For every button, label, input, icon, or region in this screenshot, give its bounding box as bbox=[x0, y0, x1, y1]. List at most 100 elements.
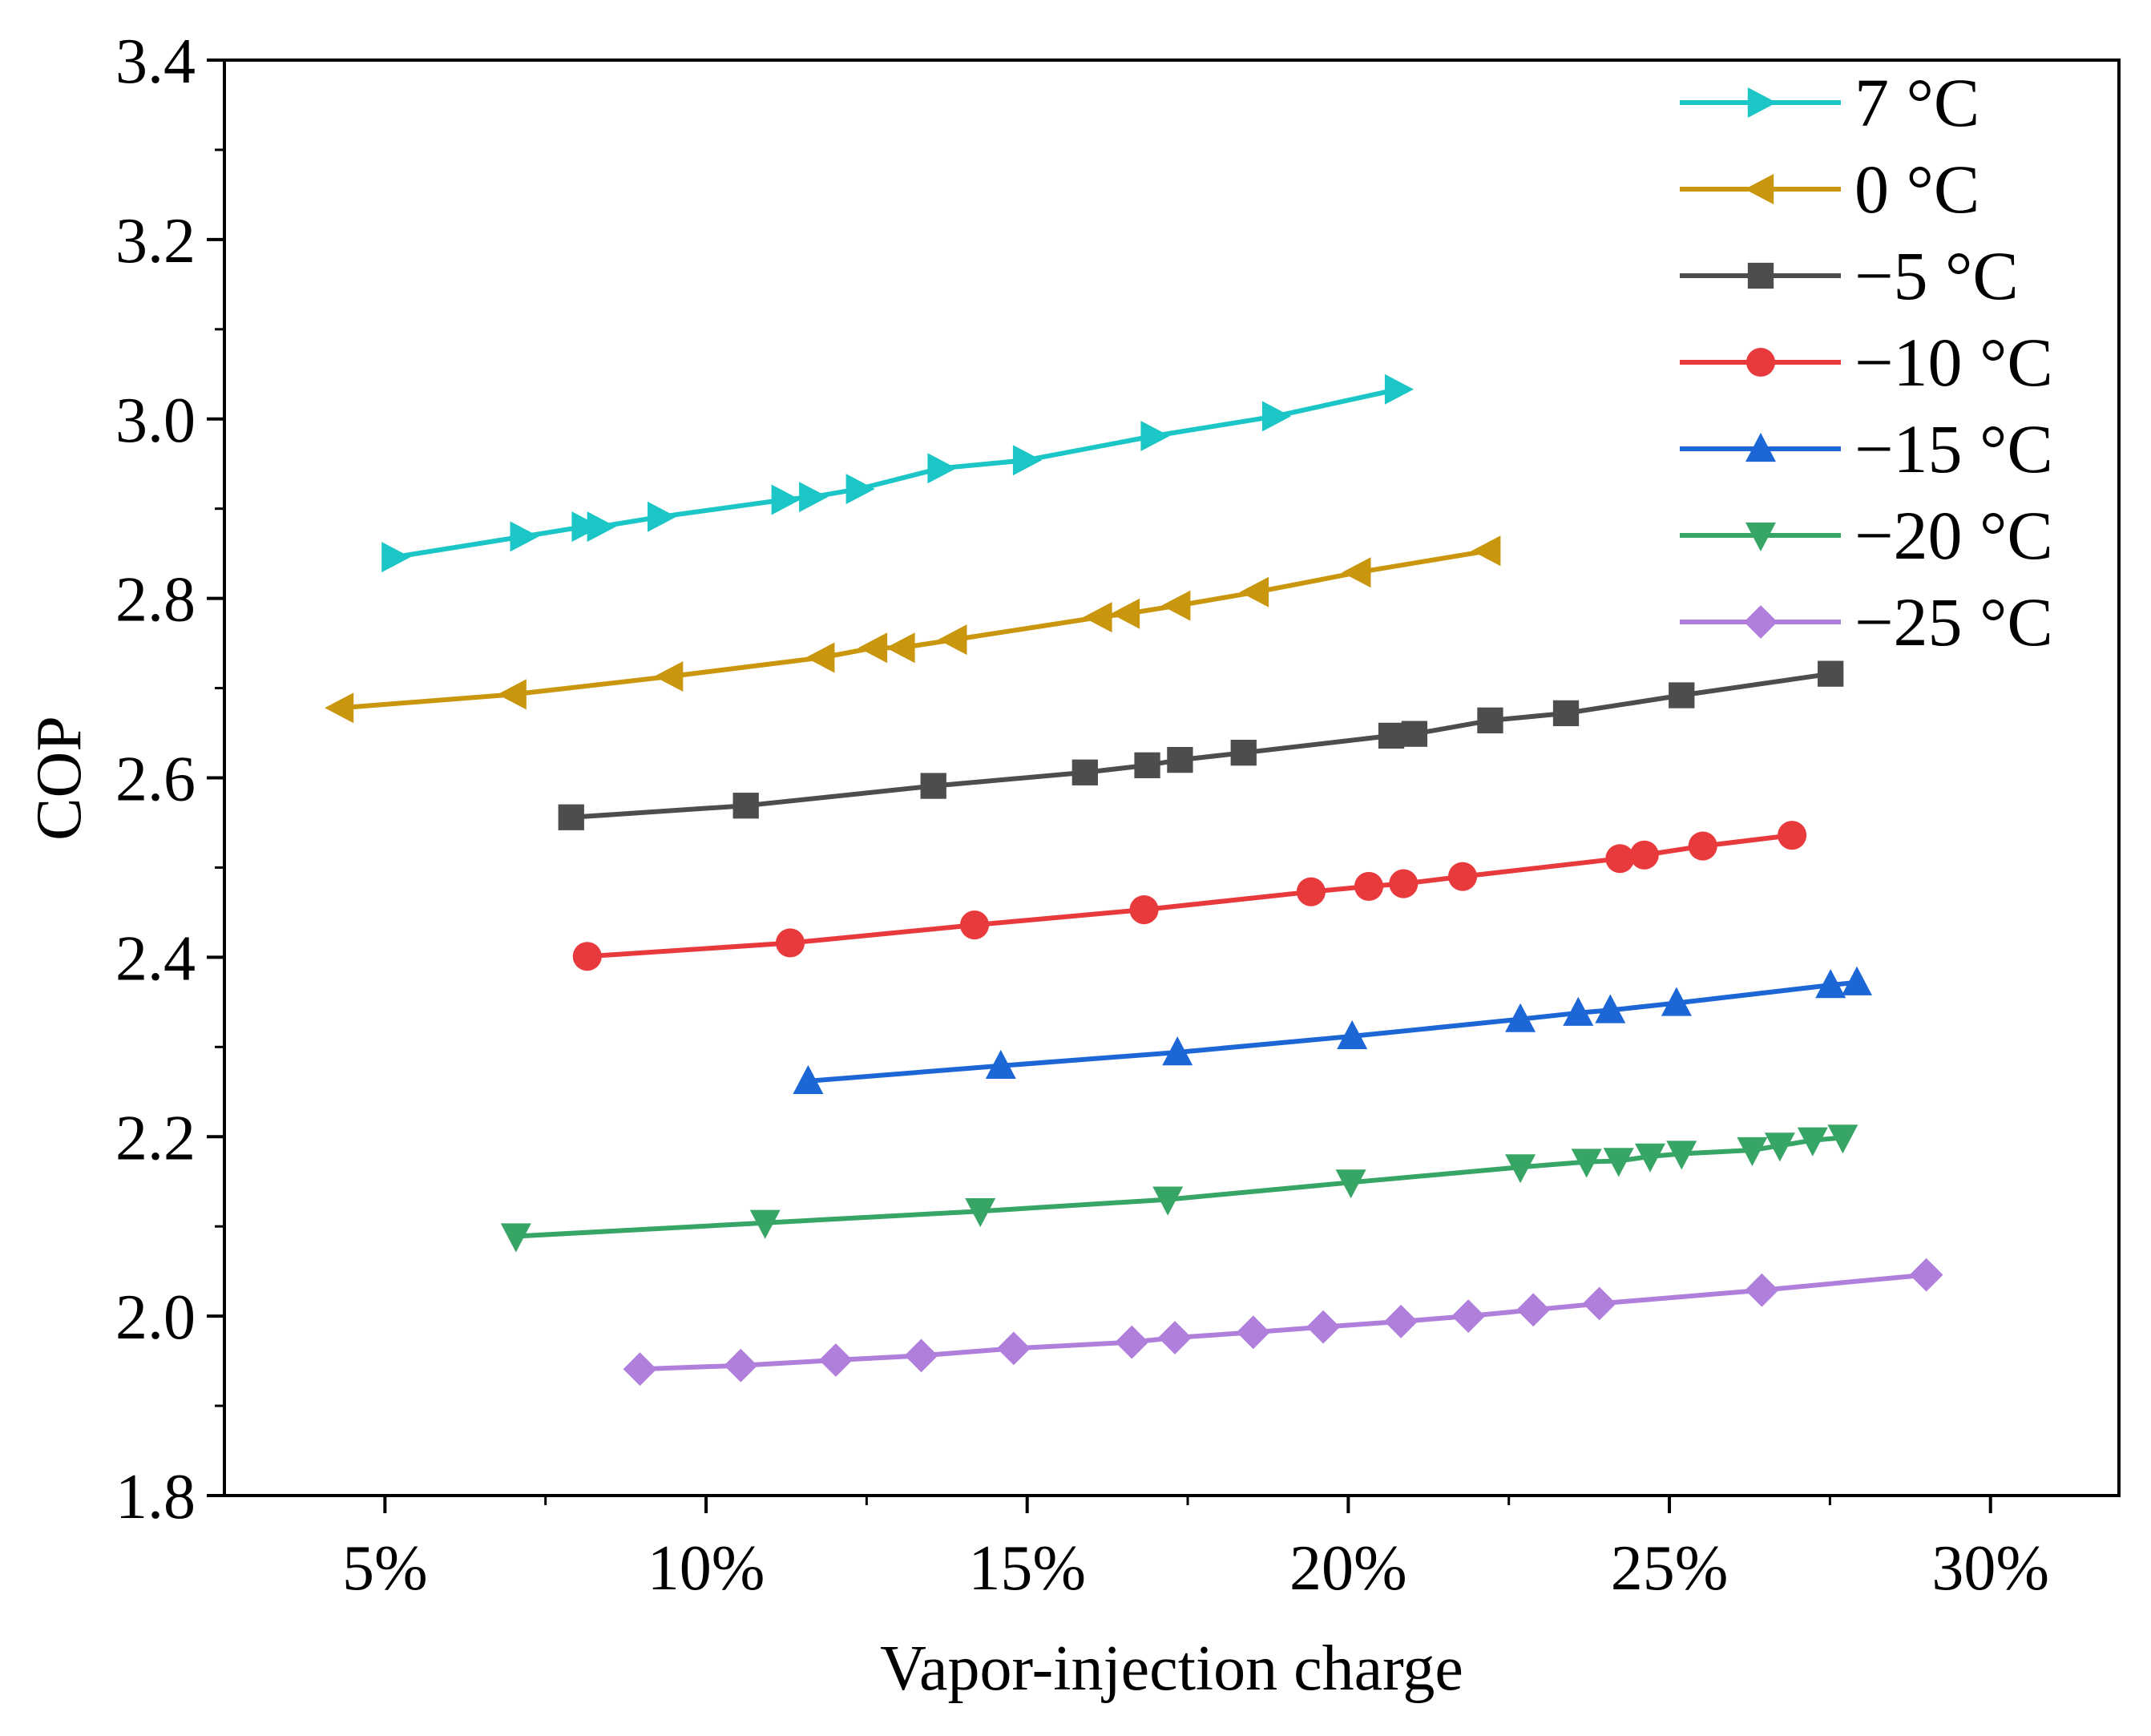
legend-label: −15 °C bbox=[1854, 410, 2053, 487]
legend-marker bbox=[1747, 87, 1777, 118]
data-point bbox=[381, 542, 411, 573]
data-point bbox=[1797, 1127, 1828, 1157]
data-point bbox=[1629, 840, 1659, 870]
y-tick-label: 2.0 bbox=[115, 1282, 196, 1353]
data-point bbox=[938, 624, 967, 656]
data-point bbox=[587, 511, 616, 543]
data-series bbox=[325, 373, 1943, 1387]
data-point bbox=[1909, 1258, 1943, 1292]
data-point bbox=[793, 1064, 824, 1094]
data-point bbox=[1296, 877, 1326, 906]
axis-ticks: 1.8 2.0 2.2 2.4 2.6 2.8 3.0 3.2 3.4 5% 10% 15% 20% 25… bbox=[115, 26, 2049, 1604]
y-tick-label: 3.2 bbox=[115, 206, 196, 277]
data-point bbox=[805, 642, 835, 673]
data-point bbox=[904, 1338, 938, 1373]
data-point bbox=[1451, 1299, 1486, 1333]
data-point bbox=[799, 482, 829, 513]
x-tick-label: 10% bbox=[648, 1533, 765, 1604]
data-point bbox=[1815, 969, 1846, 999]
data-point bbox=[1240, 576, 1269, 608]
data-point bbox=[1401, 721, 1428, 747]
data-point bbox=[1661, 987, 1692, 1016]
legend-label: −10 °C bbox=[1854, 324, 2053, 401]
data-point bbox=[1818, 660, 1844, 687]
data-point bbox=[1111, 598, 1140, 629]
legend-marker bbox=[1745, 522, 1776, 551]
data-point bbox=[1083, 602, 1112, 633]
data-point bbox=[1603, 1148, 1634, 1177]
x-tick-label: 25% bbox=[1611, 1533, 1729, 1604]
data-point bbox=[1335, 1169, 1366, 1199]
data-point bbox=[1778, 821, 1807, 850]
data-point bbox=[500, 1223, 531, 1253]
data-point bbox=[1152, 1186, 1184, 1216]
legend-label: −25 °C bbox=[1854, 583, 2053, 660]
series-4 bbox=[793, 966, 1872, 1094]
series-2 bbox=[558, 660, 1844, 830]
legend-label: 7 °C bbox=[1854, 64, 1979, 141]
data-point bbox=[572, 942, 602, 971]
data-point bbox=[1595, 994, 1626, 1023]
y-tick-label: 2.8 bbox=[115, 565, 196, 636]
data-point bbox=[775, 928, 805, 958]
data-point bbox=[510, 521, 539, 552]
series-1 bbox=[325, 535, 1501, 724]
legend-marker bbox=[1744, 605, 1778, 639]
x-tick-label: 15% bbox=[968, 1533, 1086, 1604]
data-point bbox=[1384, 373, 1414, 405]
y-tick-label: 3.4 bbox=[115, 26, 196, 97]
data-point bbox=[920, 773, 946, 799]
legend-entry: −25 °C bbox=[1680, 583, 2053, 660]
data-point bbox=[1115, 1325, 1149, 1359]
data-point bbox=[558, 804, 584, 830]
legend-entry: −10 °C bbox=[1680, 324, 2053, 401]
data-point bbox=[1505, 1154, 1536, 1184]
data-point bbox=[1378, 722, 1405, 749]
data-point bbox=[1337, 1019, 1368, 1049]
data-point bbox=[845, 474, 875, 505]
data-point bbox=[1158, 1321, 1192, 1354]
data-point bbox=[1071, 759, 1098, 785]
data-point bbox=[1505, 1003, 1536, 1032]
data-point bbox=[1129, 894, 1159, 925]
legend-entry: −20 °C bbox=[1680, 497, 2053, 574]
legend-marker bbox=[1745, 174, 1774, 204]
data-point bbox=[1012, 445, 1042, 476]
data-point bbox=[959, 910, 990, 940]
data-point bbox=[497, 679, 527, 710]
data-point bbox=[648, 501, 677, 532]
series-5 bbox=[500, 1124, 1858, 1253]
data-point bbox=[1745, 1273, 1779, 1307]
legend-label: 0 °C bbox=[1854, 151, 1979, 228]
data-point bbox=[1261, 401, 1291, 432]
data-point bbox=[623, 1352, 657, 1387]
data-point bbox=[985, 1049, 1016, 1079]
data-point bbox=[927, 453, 957, 484]
data-point bbox=[1384, 1304, 1418, 1338]
data-point bbox=[858, 632, 888, 664]
data-point bbox=[1582, 1286, 1616, 1321]
data-point bbox=[1162, 1036, 1193, 1066]
data-point bbox=[1563, 996, 1594, 1026]
data-point bbox=[1167, 746, 1193, 773]
legend-entry: 7 °C bbox=[1680, 64, 1979, 141]
data-point bbox=[771, 484, 801, 515]
data-point bbox=[965, 1198, 996, 1228]
y-tick-label: 3.0 bbox=[115, 386, 196, 456]
data-point bbox=[1477, 707, 1503, 734]
y-tick-label: 2.2 bbox=[115, 1103, 196, 1173]
data-point bbox=[1471, 535, 1501, 567]
data-point bbox=[1161, 590, 1191, 621]
data-point bbox=[1842, 966, 1872, 995]
y-tick-label: 2.4 bbox=[115, 923, 196, 994]
legend-label: −20 °C bbox=[1854, 497, 2053, 574]
data-point bbox=[819, 1343, 853, 1377]
y-axis-title: COP bbox=[24, 716, 95, 841]
x-axis-title: Vapor-injection charge bbox=[880, 1633, 1463, 1704]
y-tick-label: 1.8 bbox=[115, 1462, 196, 1532]
legend-entry: −5 °C bbox=[1680, 237, 2019, 314]
legend-marker bbox=[1745, 347, 1776, 377]
data-point bbox=[1764, 1132, 1795, 1162]
